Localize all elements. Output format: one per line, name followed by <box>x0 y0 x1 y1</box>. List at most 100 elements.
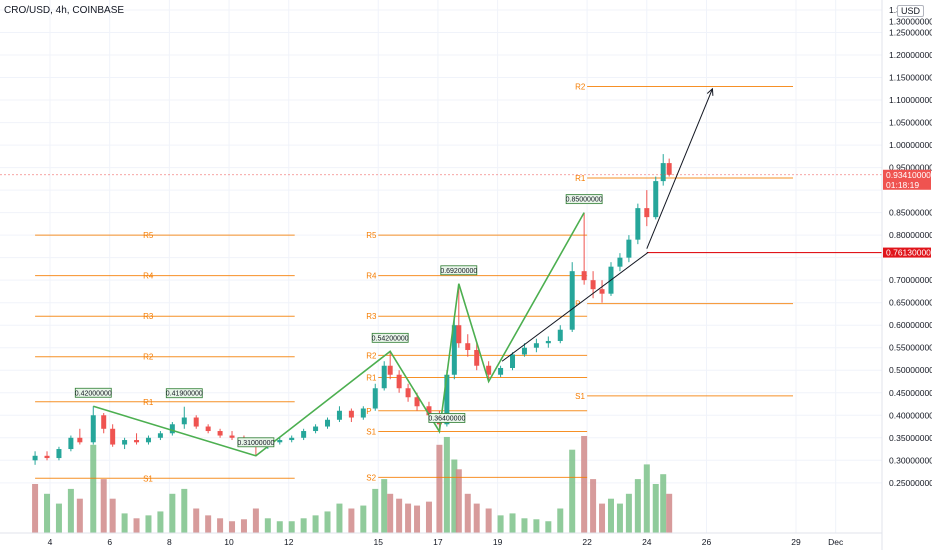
candle-body <box>77 437 83 443</box>
pivot-level-label: S1 <box>366 427 376 436</box>
price-axis-label: 1.15000000 <box>889 73 932 83</box>
candle-body <box>313 426 319 432</box>
volume-bar <box>90 444 97 533</box>
pivot-level-label: R4 <box>143 272 154 281</box>
annotation-box <box>428 413 466 423</box>
time-axis-label: 15 <box>374 537 384 547</box>
annotation-label: 0.42000000 <box>75 390 112 397</box>
candle-body <box>277 440 283 443</box>
candle-body <box>217 431 223 436</box>
pivot-level-label: P <box>366 407 371 416</box>
candle-body <box>289 437 295 441</box>
volume-bar <box>545 521 552 533</box>
candle-body <box>372 388 378 409</box>
volume-bar <box>32 484 39 533</box>
annotation-label: 0.31000000 <box>237 440 274 447</box>
price-badge-countdown: 01:18:19 <box>886 180 919 190</box>
candle-body <box>599 289 605 294</box>
volume-bar <box>607 498 614 533</box>
candle-body <box>348 410 354 418</box>
pivot-level-label: R3 <box>366 312 377 321</box>
time-axis-label: 10 <box>224 537 234 547</box>
volume-bar <box>599 503 606 533</box>
volume-bar <box>157 511 164 533</box>
pivot-level-label: S2 <box>366 473 376 482</box>
volume-bar <box>660 474 667 533</box>
price-axis-label: 0.25000000 <box>889 478 932 488</box>
time-axis-label: 8 <box>167 537 172 547</box>
time-axis-label: 19 <box>493 537 503 547</box>
volume-bar <box>252 508 259 533</box>
price-axis-label: 1.05000000 <box>889 118 932 128</box>
volume-bar <box>396 498 403 533</box>
candle-body <box>498 367 504 375</box>
price-badge <box>883 169 931 190</box>
candle-body <box>110 428 116 445</box>
arrow-head <box>706 87 714 96</box>
pivot-level-label: R2 <box>143 353 154 362</box>
volume-bar <box>324 511 331 533</box>
candle-body <box>405 388 411 398</box>
pivot-level-label: P <box>575 300 580 309</box>
volume-bar <box>229 521 236 533</box>
candle-body <box>56 449 62 459</box>
time-axis-label: 22 <box>582 537 592 547</box>
candle-body <box>521 347 527 355</box>
volume-bar <box>625 493 632 533</box>
candle-body <box>145 437 151 443</box>
volume-bar <box>336 503 343 533</box>
volume-bar <box>372 488 379 533</box>
price-axis-label: 1.00000000 <box>889 140 932 150</box>
price-axis-label: 1.10000000 <box>889 95 932 105</box>
volume-bar <box>67 488 74 533</box>
volume-bar <box>300 518 307 533</box>
volume-bar <box>666 493 673 533</box>
trend-line[interactable] <box>646 88 713 249</box>
volume-bar <box>455 469 462 533</box>
candle-body <box>533 343 539 348</box>
currency-selector[interactable]: USD <box>897 5 925 17</box>
candle-body <box>581 271 587 281</box>
time-axis-label: 29 <box>791 537 801 547</box>
time-axis-label: 24 <box>642 537 652 547</box>
price-axis-label: 0.80000000 <box>889 230 932 240</box>
price-axis-label: 0.85000000 <box>889 208 932 218</box>
candle-body <box>474 349 480 366</box>
candle-body <box>44 455 50 459</box>
time-axis-label: Dec <box>828 537 844 547</box>
volume-bar <box>443 436 450 533</box>
price-axis-label: 0.40000000 <box>889 410 932 420</box>
candle-body <box>617 257 623 267</box>
pivot-level-label: R3 <box>143 312 154 321</box>
volume-bar <box>312 515 319 533</box>
zigzag-line <box>93 212 585 457</box>
volume-bar <box>217 518 224 533</box>
candle-body <box>426 406 432 416</box>
volume-bar <box>193 508 200 533</box>
annotation-box <box>237 437 275 448</box>
volume-bar <box>387 493 394 533</box>
volume-bar <box>133 518 140 533</box>
volume-bar <box>581 435 588 533</box>
candle-body <box>510 354 516 368</box>
volume-bar <box>109 498 116 533</box>
pivot-level-label: R4 <box>366 272 377 281</box>
annotation-box <box>74 387 112 398</box>
candle-body <box>590 280 596 290</box>
pivot-level-label: R1 <box>575 174 586 183</box>
volume-bar <box>509 513 516 533</box>
annotation-box <box>165 388 203 399</box>
annotation-box <box>565 194 603 205</box>
trend-line[interactable] <box>501 251 649 362</box>
symbol-legend[interactable]: CRO/USD, 4h, COINBASE <box>4 5 125 16</box>
annotation-label: 0.85000000 <box>566 197 603 204</box>
candle-body <box>169 424 175 434</box>
candle-body <box>336 410 342 420</box>
candle-body <box>414 397 420 407</box>
candle-body <box>134 440 140 443</box>
candle-body <box>360 408 366 418</box>
candle-body <box>301 431 307 438</box>
time-axis-label: 4 <box>48 537 53 547</box>
price-axis-label: 0.55000000 <box>889 343 932 353</box>
